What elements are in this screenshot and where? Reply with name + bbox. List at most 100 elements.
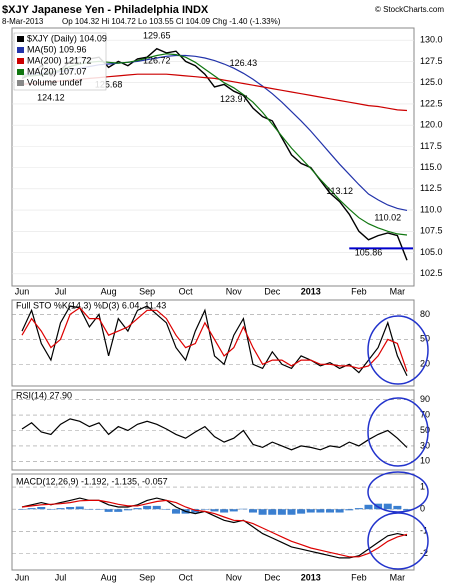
x-tick-label: Aug	[101, 572, 117, 582]
panel-title: MACD(12,26,9) -1.192, -1.135, -0.057	[16, 476, 168, 486]
x-tick-label: Nov	[226, 572, 243, 582]
panel-title: Full STO %K(14,3) %D(3) 6.04, 11.43	[16, 300, 166, 310]
y-tick-label: 112.5	[420, 183, 442, 193]
legend-label: $XJY (Daily) 104.09	[27, 33, 107, 43]
plot-layer: 102.5 105.0 107.5 110.0 112.5 115.0 117.5 120.0…	[12, 31, 443, 582]
x-tick-label: Jul	[55, 572, 67, 582]
legend-label: MA(200) 121.72	[27, 55, 92, 65]
date: 8-Mar-2013	[2, 17, 44, 26]
histogram-bar	[249, 509, 257, 513]
y-tick-label: -1	[420, 526, 428, 536]
panel-title: RSI(14) 27.90	[16, 390, 72, 400]
legend-label: Volume undef	[27, 77, 83, 87]
annotation: 110.02	[374, 212, 401, 222]
panel-frame	[11, 473, 415, 571]
histogram-bar	[95, 509, 103, 510]
annotation: 105.86	[355, 248, 383, 258]
x-tick-label: Dec	[264, 572, 281, 582]
chart-title: $XJY Japanese Yen - Philadelphia INDX	[2, 4, 209, 16]
x-tick-label: Aug	[101, 286, 117, 296]
y-tick-label: 117.5	[420, 141, 442, 151]
x-tick-label: Jun	[15, 572, 30, 582]
panel-frame	[11, 299, 415, 387]
legend-label: MA(50) 109.96	[27, 44, 87, 54]
histogram-bar	[104, 509, 113, 512]
y-tick-label: 115.0	[420, 162, 442, 172]
x-tick-label: Dec	[264, 286, 281, 296]
y-tick-label: 102.5	[420, 268, 443, 278]
histogram-bar	[210, 509, 219, 512]
panel-frame	[11, 389, 415, 471]
y-tick-label: 50	[420, 425, 430, 435]
y-tick-label: 70	[420, 409, 430, 419]
series-line	[21, 307, 408, 372]
annotation: 126.72	[143, 55, 171, 65]
highlight-circle	[367, 315, 429, 385]
histogram-bar	[326, 509, 334, 513]
panel-frame	[11, 27, 415, 287]
x-tick-label: 2013	[301, 286, 321, 296]
legend-box	[13, 32, 107, 91]
series-line	[21, 305, 408, 377]
histogram-bar	[239, 508, 248, 510]
x-tick-label: Nov	[226, 286, 243, 296]
series-line	[21, 418, 408, 451]
histogram-bar	[287, 509, 296, 515]
y-tick-label: 107.5	[420, 226, 443, 236]
quote: Op 104.32 Hi 104.72 Lo 103.55 Cl 104.09 …	[62, 17, 281, 26]
y-tick-label: 105.0	[420, 247, 443, 257]
histogram-bar	[335, 509, 344, 513]
histogram-bar	[258, 509, 267, 515]
histogram-bar	[383, 503, 392, 510]
annotation: 124.12	[37, 93, 65, 103]
histogram-bar	[268, 509, 277, 515]
highlight-circle	[367, 397, 429, 467]
legend-swatch	[17, 80, 24, 86]
histogram-bar	[18, 509, 26, 510]
x-tick-label: Feb	[351, 286, 367, 296]
x-tick-label: Feb	[351, 572, 367, 582]
x-tick-label: Jun	[15, 286, 30, 296]
y-tick-label: 130.0	[420, 35, 443, 45]
y-tick-label: 110.0	[420, 204, 442, 214]
histogram-bar	[172, 509, 180, 514]
histogram-bar	[114, 509, 123, 512]
histogram-bar	[345, 509, 354, 511]
legend-swatch	[17, 47, 24, 53]
histogram-bar	[220, 509, 229, 513]
credit: © StockCharts.com	[375, 5, 444, 14]
histogram-bar	[403, 509, 411, 511]
y-tick-label: 1	[420, 481, 425, 491]
x-tick-label: Mar	[390, 286, 406, 296]
annotation: 129.65	[143, 31, 171, 41]
histogram-bar	[277, 509, 286, 515]
y-tick-label: 80	[420, 309, 430, 319]
y-tick-label: -2	[420, 548, 428, 558]
series-line	[21, 497, 408, 559]
histogram-bar	[364, 504, 373, 510]
annotation: 123.97	[220, 94, 248, 104]
y-tick-label: 120.0	[420, 120, 443, 130]
y-tick-label: 90	[420, 394, 430, 404]
histogram-bar	[37, 507, 46, 510]
histogram-bar	[85, 509, 94, 510]
legend-swatch	[17, 36, 24, 42]
x-tick-label: Sep	[139, 572, 155, 582]
annotation: 113.12	[326, 186, 353, 196]
histogram-bar	[46, 509, 55, 510]
histogram-bar	[229, 509, 238, 512]
histogram-bar	[354, 508, 363, 510]
x-tick-label: Oct	[179, 572, 194, 582]
legend-swatch	[17, 58, 24, 64]
histogram-bar	[123, 509, 132, 511]
y-tick-label: 10	[420, 456, 430, 466]
series-line	[21, 499, 408, 558]
histogram-bar	[66, 507, 75, 510]
histogram-bar	[27, 508, 36, 510]
histogram-bar	[133, 508, 142, 510]
annotation: 126.43	[230, 58, 258, 68]
histogram-bar	[297, 509, 306, 514]
histogram-bar	[162, 509, 171, 510]
